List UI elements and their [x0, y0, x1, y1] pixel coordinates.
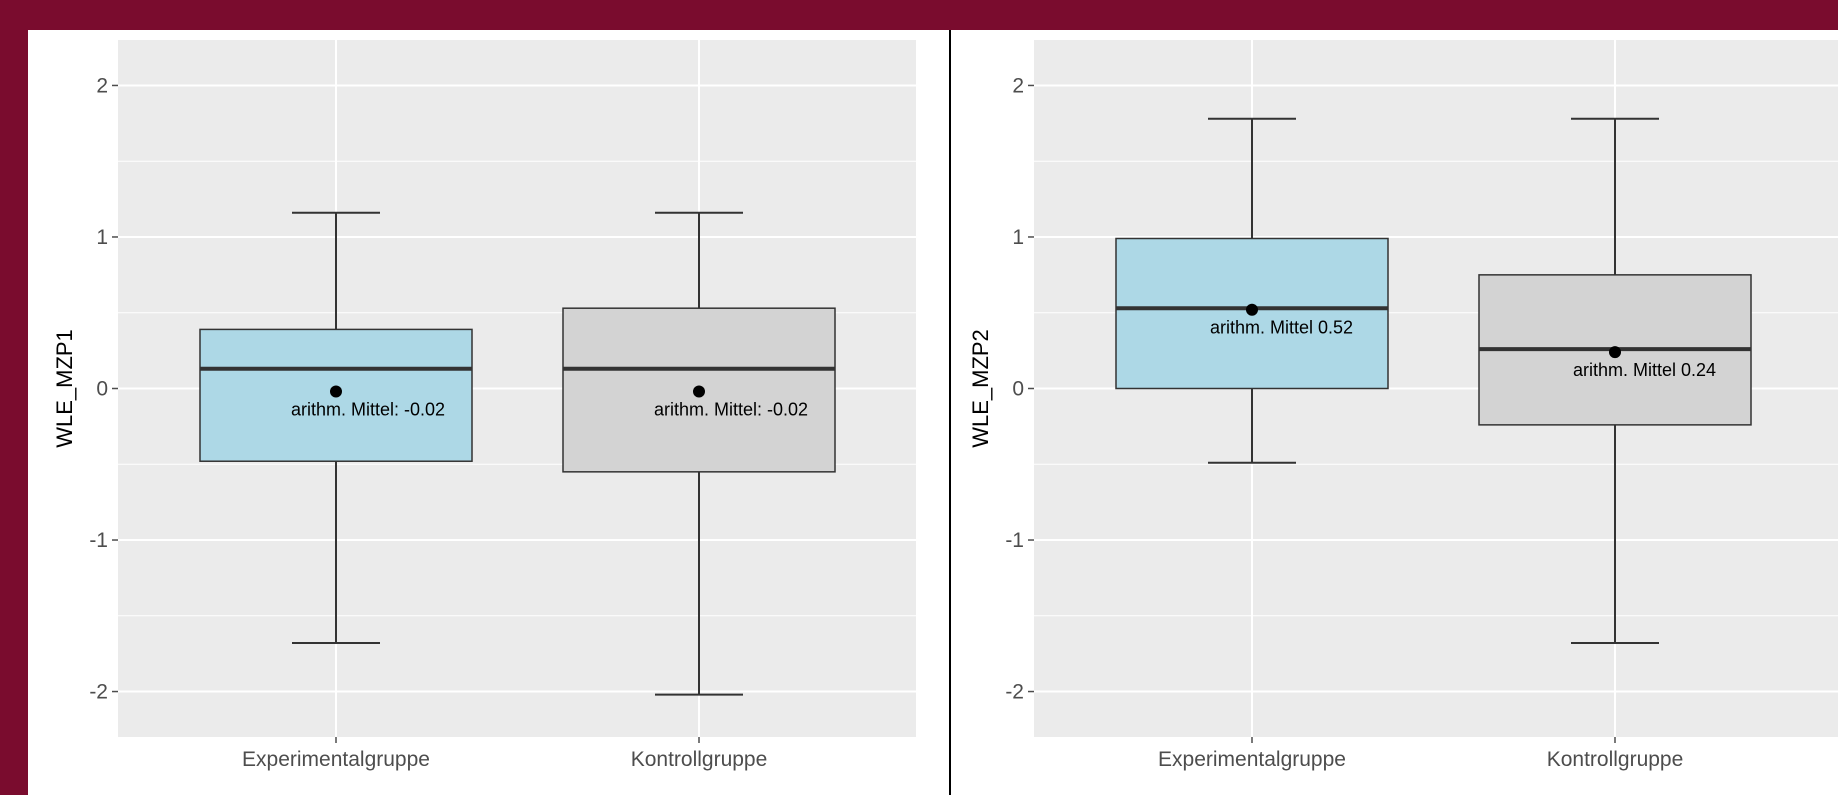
x-tick-label: Kontrollgruppe	[1547, 748, 1684, 771]
boxplot-mzp1: -2 -1 0 1 2 WLE_MZP1 arithm. Mittel: -0.02 Expe…	[52, 40, 916, 771]
y-axis-title: WLE_MZP2	[968, 329, 993, 448]
mean-label: arithm. Mittel 0.52	[1210, 318, 1353, 338]
y-tick-label: -2	[89, 681, 108, 704]
y-axis-title: WLE_MZP1	[52, 329, 77, 448]
mean-label: arithm. Mittel: -0.02	[654, 400, 808, 420]
x-tick-label: Kontrollgruppe	[631, 748, 768, 771]
y-tick-label: 2	[96, 74, 108, 97]
mean-point	[330, 385, 342, 398]
x-tick-label: Experimentalgruppe	[242, 748, 430, 771]
iqr-box	[199, 328, 473, 462]
y-tick-label: -2	[1005, 681, 1024, 704]
y-tick-label: -1	[89, 529, 108, 552]
mean-label: arithm. Mittel 0.24	[1573, 360, 1716, 380]
mean-label: arithm. Mittel: -0.02	[291, 400, 445, 420]
y-tick-label: 0	[1012, 378, 1024, 401]
boxplot-mzp2: -2 -1 0 1 2 WLE_MZP2 arithm. Mittel 0.52 Experi…	[968, 40, 1838, 771]
y-tick-label: 0	[96, 378, 108, 401]
mean-point	[693, 385, 705, 398]
mean-point	[1246, 303, 1258, 316]
panel-divider	[949, 30, 951, 795]
y-tick-label: -1	[1005, 529, 1024, 552]
iqr-box	[1115, 237, 1389, 390]
y-tick-label: 2	[1012, 74, 1024, 97]
y-tick-label: 1	[96, 226, 108, 249]
mean-point	[1609, 346, 1621, 359]
y-tick-label: 1	[1012, 226, 1024, 249]
x-tick-label: Experimentalgruppe	[1158, 748, 1346, 771]
